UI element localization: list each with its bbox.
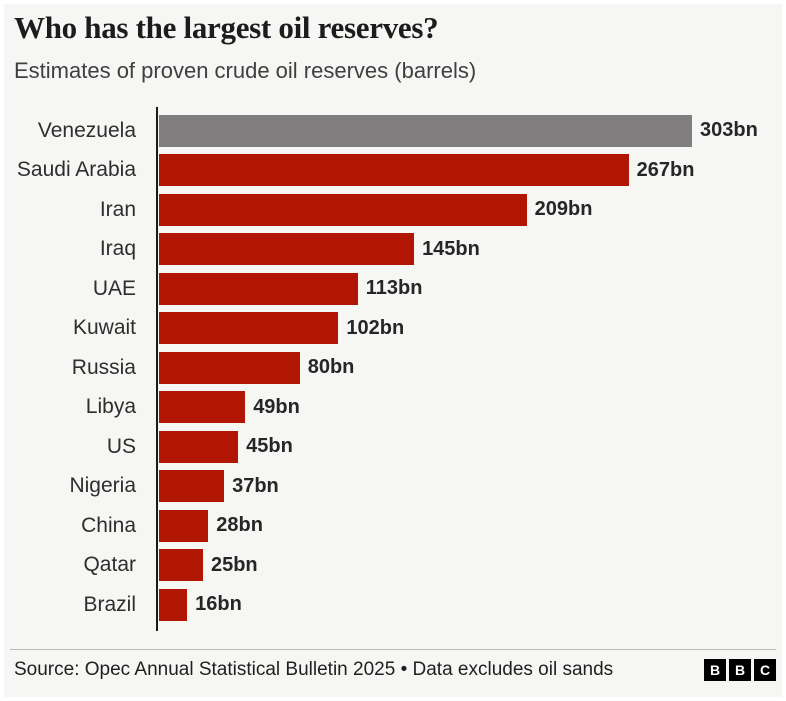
bbc-logo-letter: C <box>754 659 776 681</box>
bar-row: Saudi Arabia 267bn <box>14 151 776 191</box>
bar <box>159 272 358 305</box>
value-label: 267bn <box>636 158 695 181</box>
bar <box>159 470 225 503</box>
category-label: Saudi Arabia <box>16 158 136 182</box>
bar <box>159 233 415 266</box>
bar-row: Russia 80bn <box>14 348 776 388</box>
category-label: Iraq <box>99 237 136 261</box>
bar-area: 45bn <box>144 430 776 463</box>
category-label: Libya <box>85 395 136 419</box>
source-text: Source: Opec Annual Statistical Bulletin… <box>14 659 614 680</box>
category-label: Venezuela <box>37 118 136 142</box>
bar <box>159 391 246 424</box>
category-label: Iran <box>99 197 136 221</box>
bar-row: Iran 209bn <box>14 190 776 230</box>
bar-area: 25bn <box>144 549 776 582</box>
value-label: 80bn <box>307 356 355 379</box>
bbc-logo: B B C <box>704 659 776 681</box>
category-label: UAE <box>92 276 136 300</box>
value-label: 113bn <box>365 277 423 300</box>
category-label: Qatar <box>83 553 136 577</box>
bar-chart: Venezuela 303bn Saudi Arabia 267bn Iran 209bn… <box>14 107 776 631</box>
bar-area: 28bn <box>144 509 776 542</box>
category-label: Russia <box>71 355 136 379</box>
value-label: 209bn <box>534 198 593 221</box>
category-label: Brazil <box>83 592 136 616</box>
bar-area: 113bn <box>144 272 776 305</box>
bar-row: US 45bn <box>14 427 776 467</box>
value-label: 49bn <box>253 395 300 418</box>
value-label: 45bn <box>246 435 293 458</box>
bbc-logo-letter: B <box>729 659 751 681</box>
category-label: US <box>106 434 136 458</box>
bar-row: Brazil 16bn <box>14 585 776 625</box>
category-label: Kuwait <box>72 316 136 340</box>
bar-row: Kuwait 102bn <box>14 309 776 349</box>
value-label: 25bn <box>210 553 258 576</box>
bar-row: China 28bn <box>14 506 776 546</box>
bar <box>159 549 203 582</box>
bar-area: 267bn <box>144 154 776 187</box>
category-label: Nigeria <box>69 474 136 498</box>
bar-row: Libya 49bn <box>14 388 776 428</box>
value-label: 102bn <box>346 316 405 339</box>
bar <box>159 154 629 187</box>
bar-row: Iraq 145bn <box>14 230 776 270</box>
bar-area: 80bn <box>144 351 776 384</box>
page-title: Who has the largest oil reserves? <box>14 10 439 45</box>
bar <box>159 430 239 463</box>
page-subtitle: Estimates of proven crude oil reserves (… <box>14 58 477 83</box>
value-label: 28bn <box>216 514 263 537</box>
bar-area: 102bn <box>144 312 776 345</box>
value-label: 37bn <box>232 474 279 497</box>
bar <box>159 351 300 384</box>
bar-area: 303bn <box>144 114 776 147</box>
bar-area: 145bn <box>144 233 776 266</box>
value-label: 303bn <box>700 119 758 142</box>
bar <box>159 312 339 345</box>
bar-row: UAE 113bn <box>14 269 776 309</box>
bar <box>159 509 209 542</box>
y-axis-line <box>156 107 158 631</box>
bbc-logo-letter: B <box>704 659 726 681</box>
value-label: 16bn <box>195 593 242 616</box>
bar-area: 49bn <box>144 391 776 424</box>
chart-card: Who has the largest oil reserves? Estima… <box>4 4 782 697</box>
bar <box>159 193 527 226</box>
footer-divider <box>10 649 776 650</box>
bar <box>159 588 188 621</box>
bar-row: Venezuela 303bn <box>14 111 776 151</box>
bar-row: Qatar 25bn <box>14 546 776 586</box>
bar-area: 37bn <box>144 470 776 503</box>
bar <box>159 114 692 147</box>
bar-area: 16bn <box>144 588 776 621</box>
value-label: 145bn <box>422 237 480 260</box>
bar-rows: Venezuela 303bn Saudi Arabia 267bn Iran 209bn… <box>14 111 776 625</box>
bar-area: 209bn <box>144 193 776 226</box>
bar-row: Nigeria 37bn <box>14 467 776 507</box>
category-label: China <box>81 513 136 537</box>
footer: Source: Opec Annual Statistical Bulletin… <box>4 649 782 681</box>
